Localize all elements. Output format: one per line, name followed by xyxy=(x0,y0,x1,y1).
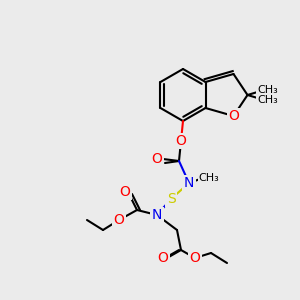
Text: S: S xyxy=(167,192,176,206)
Text: CH₃: CH₃ xyxy=(199,173,219,183)
Text: O: O xyxy=(176,134,186,148)
Text: N: N xyxy=(184,176,194,190)
Text: O: O xyxy=(158,251,168,265)
Text: O: O xyxy=(228,109,239,123)
Text: CH₃: CH₃ xyxy=(257,85,278,95)
Text: O: O xyxy=(114,213,124,227)
Text: CH₃: CH₃ xyxy=(257,95,278,105)
Text: O: O xyxy=(120,185,130,199)
Text: N: N xyxy=(152,208,162,222)
Text: O: O xyxy=(190,251,200,265)
Text: O: O xyxy=(152,152,162,166)
